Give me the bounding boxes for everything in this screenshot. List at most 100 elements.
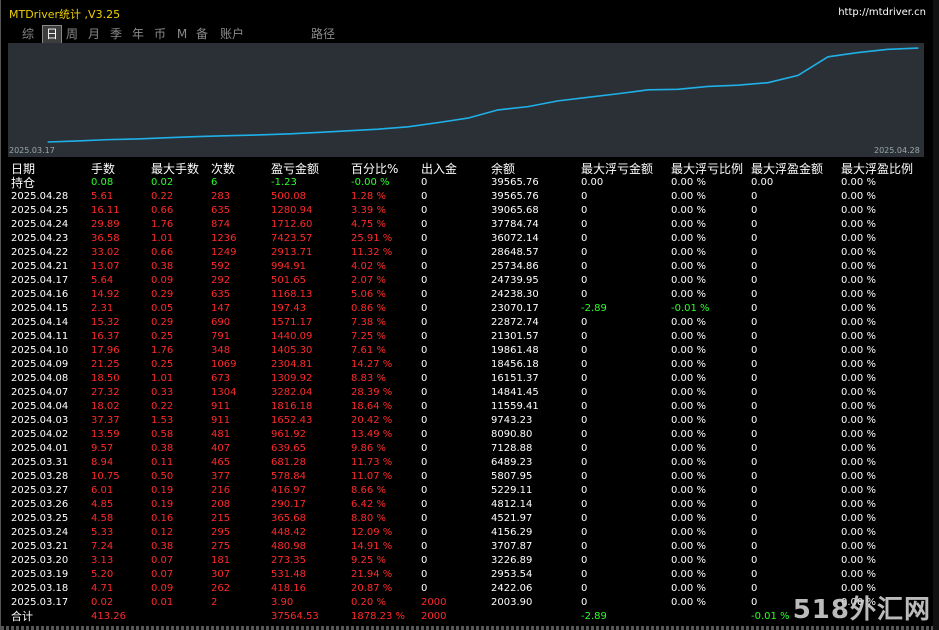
cell-col-7: 11559.41 (491, 401, 539, 412)
cell-col-11: 0.00 % (841, 205, 876, 216)
cell-col-7: 16151.37 (491, 373, 539, 384)
cell-col-6: 0 (421, 205, 428, 216)
cell-col-4: 1712.60 (271, 219, 313, 230)
cell-col-4: 639.65 (271, 443, 306, 454)
cell-col-2: 1.76 (151, 219, 174, 230)
table-row: 2025.04.04 18.02 0.22 911 1816.18 18.64 % 0 115… (1, 400, 934, 414)
tab-6[interactable]: 币 (153, 27, 166, 41)
cell-col-5: 2.07 % (351, 275, 386, 286)
scrollbar-edge[interactable] (933, 0, 939, 630)
cell-col-7: 22872.74 (491, 317, 539, 328)
cell-col-3: 791 (211, 331, 231, 342)
tab-4[interactable]: 季 (109, 27, 122, 41)
tab-7[interactable]: M (176, 27, 188, 41)
tab-2[interactable]: 周 (65, 27, 78, 41)
total-row: 合计 413.26 37564.53 1878.23 % 2000 -2.89 -0.01 … (1, 610, 934, 624)
cell-col-2: 0.05 (151, 303, 174, 314)
equity-point-16 (527, 106, 529, 108)
cell-col-11: 0.00 % (841, 485, 876, 496)
cell-col-10: 0 (751, 527, 758, 538)
cell-col-1: 14.92 (91, 289, 120, 300)
cell-col-0: 2025.03.18 (11, 583, 69, 594)
cell-col-0: 2025.04.17 (11, 275, 69, 286)
column-header-8: 最大浮亏金额 (581, 162, 654, 176)
cell-col-4: 290.17 (271, 499, 306, 510)
table-row: 2025.03.28 10.75 0.50 377 578.84 11.07 % 0 5807… (1, 470, 934, 484)
equity-point-11 (377, 128, 379, 130)
cell-col-8: 0 (581, 499, 588, 510)
cell-col-5: 28.39 % (351, 387, 393, 398)
tab-10[interactable]: 路径 (310, 27, 335, 41)
cell-col-5: 7.25 % (351, 331, 386, 342)
cell-col-3: 465 (211, 457, 231, 468)
cell-col-4: 480.98 (271, 541, 306, 552)
tab-5[interactable]: 年 (131, 27, 144, 41)
cell-col-8: 0 (581, 247, 588, 258)
cell-col-2: 0.19 (151, 485, 174, 496)
cell-col-4: 197.43 (271, 303, 306, 314)
watermark-logo: 518外汇网 (792, 595, 931, 625)
cell-col-2: 0.09 (151, 583, 174, 594)
tab-1[interactable]: 日 (42, 25, 62, 44)
cell-col-1: 5.61 (91, 191, 114, 202)
table-row: 2025.03.20 3.13 0.07 181 273.35 9.25 % 0 3226.8… (1, 554, 934, 568)
cell-col-9: 0.00 % (671, 205, 706, 216)
cell-col-9: 0.00 % (671, 387, 706, 398)
cell-col-9: 0.00 % (671, 345, 706, 356)
cell-col-3: 1236 (211, 233, 237, 244)
cell-col-8: 0 (581, 569, 588, 580)
equity-point-23 (737, 84, 739, 86)
cell-col-2: 0.16 (151, 513, 174, 524)
cell-col-5: 5.06 % (351, 289, 386, 300)
cell-col-4: 994.91 (271, 261, 306, 272)
cell-col-8: 0 (581, 485, 588, 496)
cell-col-7: 5807.95 (491, 471, 533, 482)
cell-col-5: 1.28 % (351, 191, 386, 202)
cell-col-9: 0.00 % (671, 233, 706, 244)
cell-col-10: 0 (751, 345, 758, 356)
cell-col-5: 20.87 % (351, 583, 393, 594)
tab-0[interactable]: 综 (21, 27, 34, 41)
cell-col-6: 2000 (421, 597, 447, 608)
cell-col-2: 1.76 (151, 345, 174, 356)
table-row: 2025.04.07 27.32 0.33 1304 3282.04 28.39 % 0 14… (1, 386, 934, 400)
cell-col-11: 0.00 % (841, 247, 876, 258)
table-row: 2025.04.08 18.50 1.01 673 1309.92 8.83 % 0 1615… (1, 372, 934, 386)
website-link[interactable]: http://mtdriver.cn (838, 7, 926, 18)
cell-col-5: 3.39 % (351, 205, 386, 216)
cell-col-9: 0.00 % (671, 289, 706, 300)
cell-col-2: 1.53 (151, 415, 174, 426)
cell-col-6: 0 (421, 345, 428, 356)
cell-col-3: 673 (211, 373, 231, 384)
tab-9[interactable]: 账户 (219, 27, 244, 41)
cell-col-2: 0.58 (151, 429, 174, 440)
cell-col-3: 275 (211, 541, 231, 552)
cell-col-11: 0.00 % (841, 331, 876, 342)
cell-col-2: 0.07 (151, 555, 174, 566)
cell-col-2: 0.19 (151, 499, 174, 510)
cell-col-2: 0.25 (151, 331, 174, 342)
cell-col-6: 0 (421, 387, 428, 398)
cell-col-1: 4.58 (91, 513, 114, 524)
table-row: 2025.04.14 15.32 0.29 690 1571.17 7.38 % 0 2287… (1, 316, 934, 330)
cell-col-0: 2025.04.16 (11, 289, 69, 300)
cell-col-6: 0 (421, 247, 428, 258)
equity-point-0 (47, 141, 49, 143)
cell-col-6: 0 (421, 583, 428, 594)
column-header-10: 最大浮盈金额 (751, 162, 824, 176)
cell-col-9: 0.00 % (671, 191, 706, 202)
tab-3[interactable]: 月 (87, 27, 100, 41)
cell-col-0: 2025.04.09 (11, 359, 69, 370)
cell-col-3: 307 (211, 569, 231, 580)
cell-col-0: 2025.03.31 (11, 457, 69, 468)
window-title: MTDriver统计 ,V3.25 (9, 8, 121, 21)
cell-col-11: 0.00 % (841, 555, 876, 566)
cell-col-3: 481 (211, 429, 231, 440)
cell-col-10: 0 (751, 191, 758, 202)
cell-col-6: 0 (421, 331, 428, 342)
cell-col-1: 27.32 (91, 387, 120, 398)
tab-8[interactable]: 备 (195, 27, 208, 41)
cell-col-6: 0 (421, 275, 428, 286)
equity-chart (8, 43, 924, 157)
cell-col-8: 0 (581, 373, 588, 384)
